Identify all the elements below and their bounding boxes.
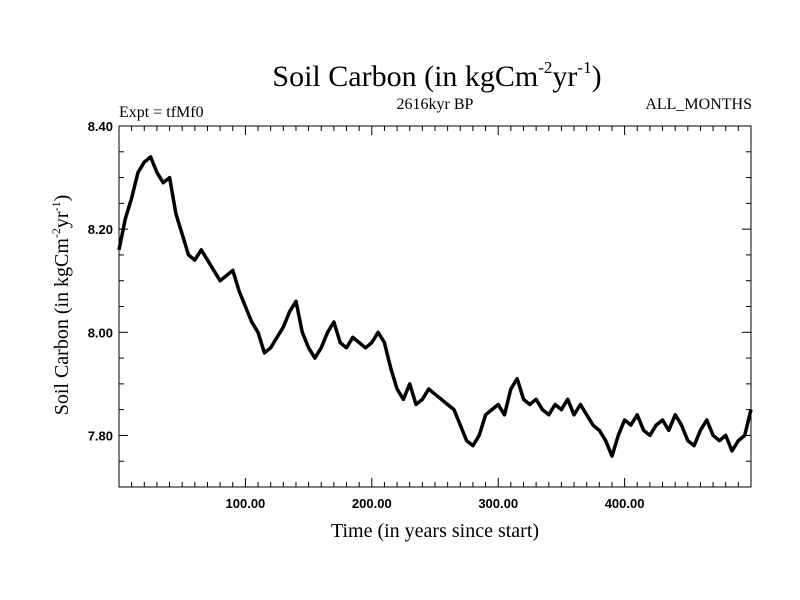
- y-axis-ticks: 7.80 8.00 8.20 8.40: [88, 119, 751, 488]
- time-period-label: 2616kyr BP: [397, 96, 474, 113]
- ylabel-mid-text: yr: [51, 211, 73, 228]
- ylabel-superscript-2: -1: [49, 201, 63, 211]
- x-axis-label: Time (in years since start): [331, 520, 539, 542]
- title-end-text: ): [592, 60, 602, 93]
- x-tick-label: 200.00: [352, 496, 392, 511]
- y-tick-label: 8.20: [88, 222, 113, 237]
- x-tick-label: 100.00: [226, 496, 266, 511]
- x-tick-label: 300.00: [478, 496, 518, 511]
- ylabel-superscript-1: -2: [49, 228, 63, 238]
- y-tick-label: 7.80: [88, 428, 113, 443]
- y-tick-label: 8.00: [88, 325, 113, 340]
- title-superscript-1: -2: [538, 58, 552, 77]
- plot-frame: [118, 125, 752, 488]
- title-main-text: Soil Carbon (in kgCm: [272, 60, 538, 93]
- x-axis-ticks: 100.00 200.00 300.00 400.00: [131, 126, 739, 511]
- title-mid-text: yr: [552, 60, 577, 93]
- experiment-label: Expt = tfMf0: [119, 104, 204, 121]
- ylabel-main-text: Soil Carbon (in kgCm: [51, 238, 73, 416]
- y-tick-label: 8.40: [88, 119, 113, 134]
- x-tick-label: 400.00: [605, 496, 645, 511]
- months-label: ALL_MONTHS: [645, 96, 752, 113]
- y-axis-label: Soil Carbon (in kgCm-2yr-1): [49, 195, 73, 416]
- soil-carbon-series-line: [117, 155, 753, 458]
- chart-title: Soil Carbon (in kgCm-2yr-1): [272, 58, 601, 93]
- title-superscript-2: -1: [577, 58, 591, 77]
- ylabel-end-text: ): [51, 195, 73, 202]
